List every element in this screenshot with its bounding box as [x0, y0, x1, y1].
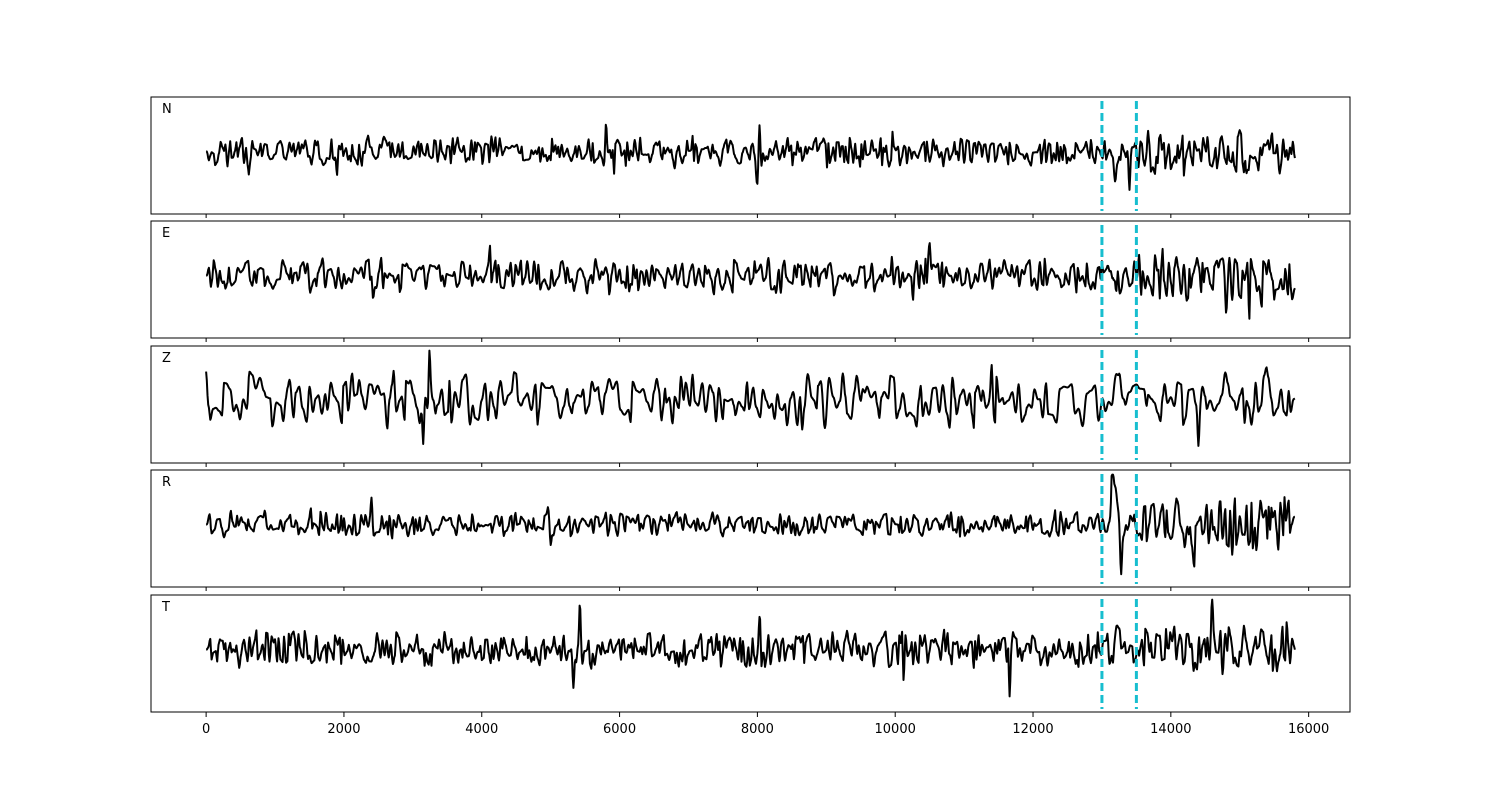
- x-tick-label: 12000: [1012, 722, 1053, 737]
- panel-t: T: [150, 594, 1351, 713]
- panel-label-z: Z: [162, 351, 171, 366]
- x-tick-label: 4000: [465, 722, 498, 737]
- x-axis: 0 2000 4000 6000 8000 10000 12000 14000 16000: [202, 712, 1329, 737]
- x-tick-label: 8000: [741, 722, 774, 737]
- trace-line-z: [205, 349, 1296, 447]
- panel-z: Z: [150, 345, 1351, 467]
- x-tick-label: 2000: [327, 722, 360, 737]
- panel-r: R: [150, 469, 1351, 591]
- trace-line-e: [205, 242, 1296, 320]
- panel-label-r: R: [162, 475, 171, 490]
- panel-label-t: T: [161, 600, 170, 615]
- x-tick-label: 6000: [603, 722, 636, 737]
- x-tick-label: 0: [202, 722, 210, 737]
- panel-e: E: [150, 220, 1351, 342]
- x-tick-label: 10000: [875, 722, 916, 737]
- panel-stack: N E Z R T: [150, 96, 1351, 713]
- panel-label-n: N: [162, 102, 172, 117]
- trace-line-n: [205, 123, 1296, 191]
- panel-label-e: E: [162, 226, 170, 241]
- trace-line-r: [205, 473, 1296, 576]
- panel-frame: [150, 594, 1351, 713]
- trace-line-t: [205, 598, 1296, 698]
- x-tick-label: 16000: [1288, 722, 1329, 737]
- x-tick-label: 14000: [1150, 722, 1191, 737]
- panel-n: N: [150, 96, 1351, 218]
